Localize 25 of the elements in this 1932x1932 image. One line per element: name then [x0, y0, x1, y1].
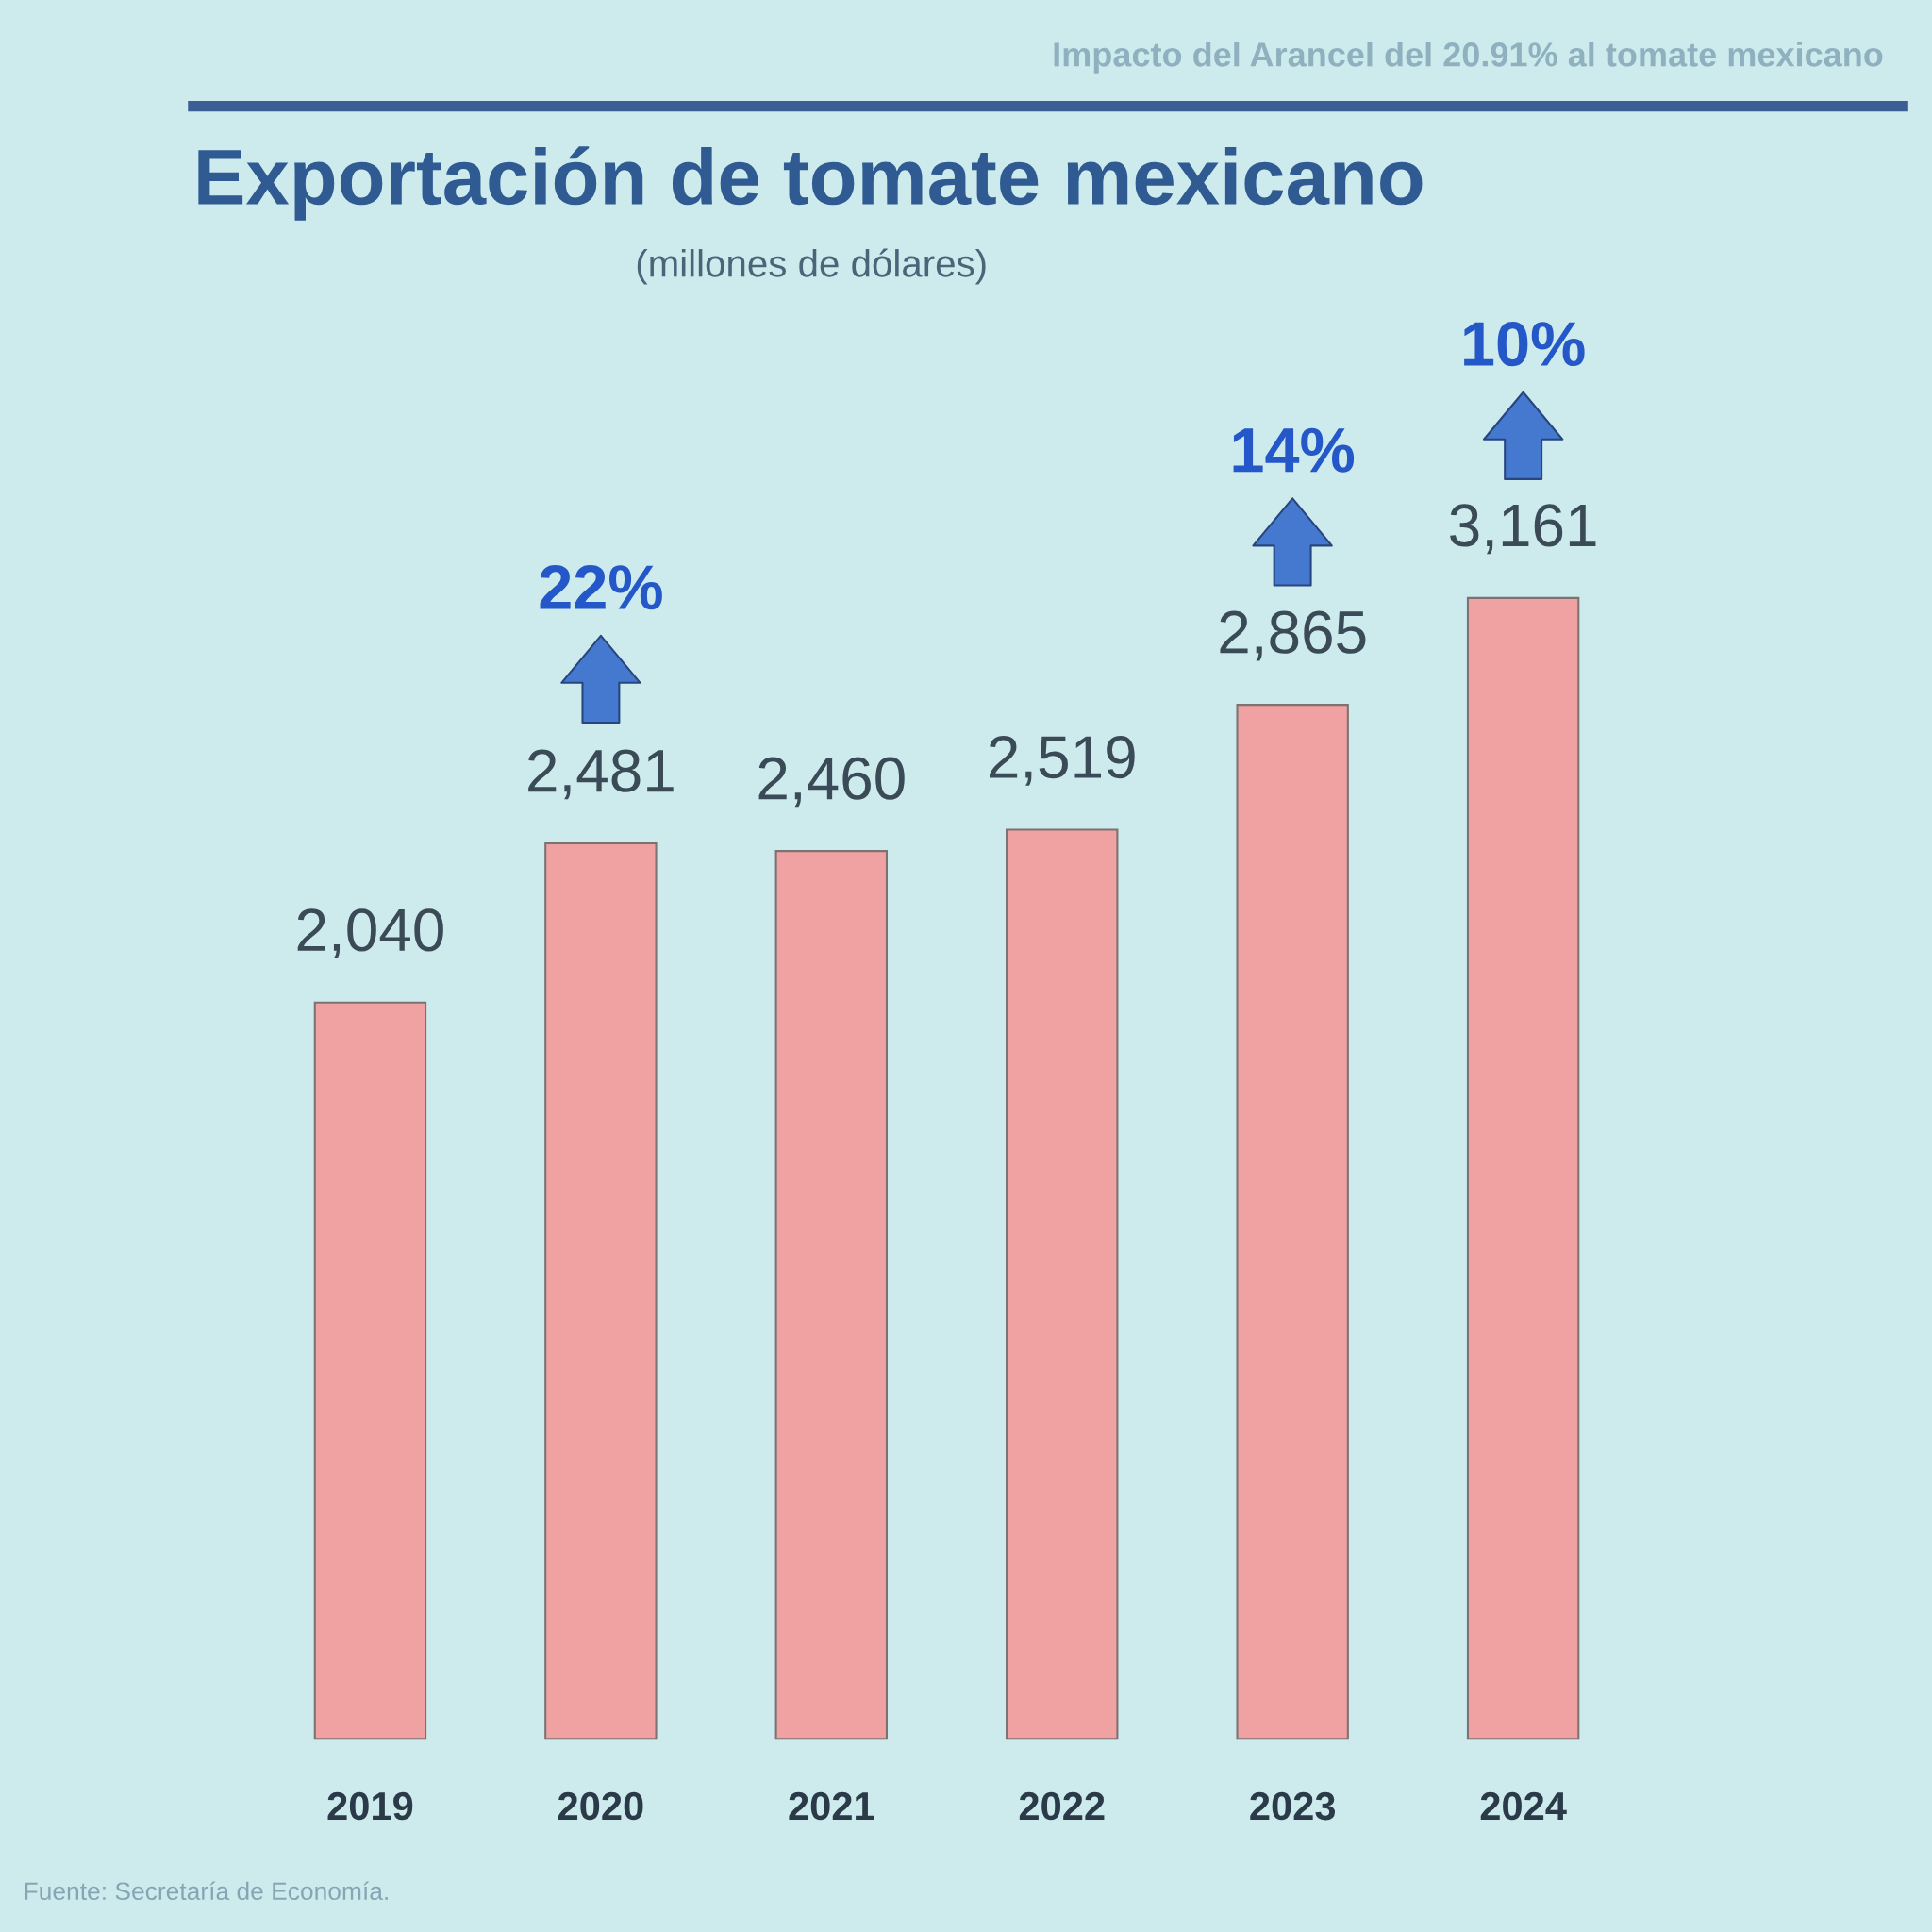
bar — [774, 850, 889, 1740]
annotation: 22% — [540, 565, 662, 610]
data-label: 2,460 — [758, 757, 905, 808]
data-label: 3,161 — [1450, 504, 1596, 555]
x-tick-label: 2023 — [1250, 1791, 1336, 1821]
bar — [1466, 596, 1580, 1740]
bar — [1236, 704, 1349, 1740]
x-tick-label: 2022 — [1019, 1791, 1105, 1821]
bar — [313, 1001, 427, 1740]
text: Impacto del Arancel del 20.91% al tomate mexicano — [1054, 42, 1883, 74]
x-tick-label: 2019 — [327, 1791, 413, 1821]
data-label: 2,481 — [528, 749, 674, 800]
data-label: 2,040 — [297, 908, 443, 959]
data-label: 2,519 — [990, 735, 1135, 786]
bar — [1006, 828, 1119, 1740]
text: 10% — [1464, 322, 1585, 367]
text: 14% — [1233, 427, 1355, 473]
bar — [544, 842, 658, 1740]
x-tick-label: 2020 — [558, 1791, 643, 1821]
chart-title: Exportación de tomate mexicano — [198, 146, 1423, 221]
data-label: 2,865 — [1220, 610, 1366, 661]
x-tick-label: 2024 — [1480, 1791, 1567, 1821]
chart-subtitle: (millones de dólares) — [637, 248, 986, 285]
x-tick-label: 2021 — [789, 1791, 874, 1821]
source-note: Fuente: Secretaría de Economía. — [25, 1881, 388, 1901]
